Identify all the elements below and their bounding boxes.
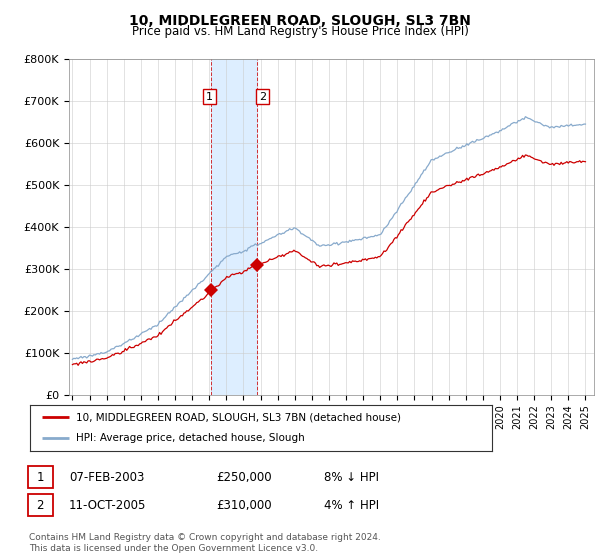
Text: 10, MIDDLEGREEN ROAD, SLOUGH, SL3 7BN (detached house): 10, MIDDLEGREEN ROAD, SLOUGH, SL3 7BN (d… xyxy=(76,412,401,422)
Text: Price paid vs. HM Land Registry's House Price Index (HPI): Price paid vs. HM Land Registry's House … xyxy=(131,25,469,38)
Text: 10, MIDDLEGREEN ROAD, SLOUGH, SL3 7BN: 10, MIDDLEGREEN ROAD, SLOUGH, SL3 7BN xyxy=(129,14,471,28)
Text: HPI: Average price, detached house, Slough: HPI: Average price, detached house, Slou… xyxy=(76,433,305,444)
Text: 4% ↑ HPI: 4% ↑ HPI xyxy=(324,498,379,512)
Bar xyxy=(211,59,257,395)
Text: 2: 2 xyxy=(259,92,266,101)
Text: 1: 1 xyxy=(206,92,213,101)
Text: £310,000: £310,000 xyxy=(216,498,272,512)
Text: 1: 1 xyxy=(37,470,44,484)
Text: 07-FEB-2003: 07-FEB-2003 xyxy=(69,470,145,484)
Text: £250,000: £250,000 xyxy=(216,470,272,484)
Text: Contains HM Land Registry data © Crown copyright and database right 2024.
This d: Contains HM Land Registry data © Crown c… xyxy=(29,533,380,553)
Text: 11-OCT-2005: 11-OCT-2005 xyxy=(69,498,146,512)
Text: 8% ↓ HPI: 8% ↓ HPI xyxy=(324,470,379,484)
Text: 2: 2 xyxy=(37,498,44,512)
